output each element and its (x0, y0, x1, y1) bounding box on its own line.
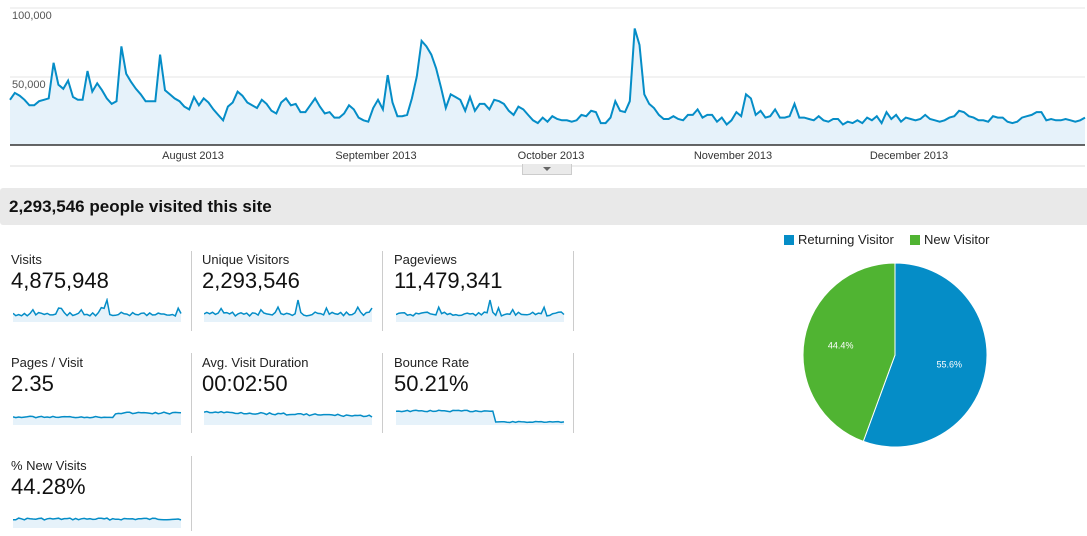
metric-value: 50.21% (394, 371, 469, 396)
pie-label-returning: 55.6% (937, 360, 963, 370)
tile-divider (191, 353, 192, 433)
visits-timeline-chart[interactable]: 100,000 50,000 August 2013 September 201… (0, 0, 1087, 180)
tile-divider (573, 251, 574, 331)
sparkline-line (13, 517, 182, 521)
sparkline-line (204, 410, 373, 418)
metric-value: 2.35 (11, 371, 54, 396)
tile-divider (191, 456, 192, 531)
bounce-rate-sparkline (396, 409, 565, 425)
metric-tile-pageviews[interactable]: Pageviews 11,479,341 (394, 252, 574, 330)
sparkline-line (13, 411, 182, 419)
legend-label: New Visitor (924, 232, 990, 247)
sparkline-area (204, 411, 372, 425)
metric-label: % New Visits (11, 458, 87, 473)
pages-per-visit-sparkline (13, 411, 182, 425)
legend-returning-visitor[interactable]: Returning Visitor (784, 232, 894, 247)
sparkline-area (396, 410, 564, 425)
sparkline-line (204, 299, 373, 317)
x-tick-november: November 2013 (694, 150, 772, 162)
sparkline-area (396, 300, 564, 322)
metric-tile-avg-visit-duration[interactable]: Avg. Visit Duration 00:02:50 (202, 355, 382, 433)
metric-label: Bounce Rate (394, 355, 470, 370)
metric-value: 4,875,948 (11, 268, 109, 293)
x-tick-october: October 2013 (518, 150, 585, 162)
visits-sparkline (13, 298, 182, 322)
y-tick-100k: 100,000 (12, 10, 52, 22)
sparkline-area (13, 518, 181, 528)
metric-label: Visits (11, 252, 42, 267)
x-tick-december: December 2013 (870, 150, 948, 162)
metric-value: 2,293,546 (202, 268, 300, 293)
sparkline-area (13, 300, 181, 322)
metric-tile-pages-per-visit[interactable]: Pages / Visit 2.35 (11, 355, 191, 433)
sparkline-line (396, 299, 565, 317)
pie-slice-new-visitor[interactable] (802, 262, 896, 443)
x-tick-september: September 2013 (335, 150, 416, 162)
metric-tile-unique-visitors[interactable]: Unique Visitors 2,293,546 (202, 252, 382, 330)
pageviews-sparkline (396, 299, 565, 322)
timeline-area (10, 28, 1085, 145)
metric-value: 11,479,341 (394, 268, 503, 293)
unique-visitors-sparkline (204, 299, 373, 322)
pie-slice-returning-visitor[interactable] (862, 262, 988, 448)
new-visits-sparkline (13, 517, 182, 528)
audience-headline: 2,293,546 people visited this site (0, 188, 1087, 225)
metric-label: Pageviews (394, 252, 457, 267)
metric-value: 00:02:50 (202, 371, 288, 396)
metric-value: 44.28% (11, 474, 86, 499)
metric-label: Pages / Visit (11, 355, 84, 370)
sparkline-line (396, 409, 565, 424)
tile-divider (382, 251, 383, 331)
legend-label: Returning Visitor (798, 232, 894, 247)
sparkline-area (204, 300, 372, 322)
y-tick-50k: 50,000 (12, 79, 46, 91)
legend-swatch-new (910, 235, 920, 245)
pie-label-new: 44.4% (828, 340, 854, 350)
timeline-line (9, 28, 1086, 126)
metric-tile-visits[interactable]: Visits 4,875,948 (11, 252, 191, 330)
sparkline-area (13, 412, 181, 425)
metric-tile-new-visits[interactable]: % New Visits 44.28% (11, 458, 191, 536)
tile-divider (382, 353, 383, 433)
chart-collapse-toggle[interactable] (522, 164, 572, 175)
avg-visit-duration-sparkline (204, 410, 373, 425)
visitor-type-pie-chart[interactable]: 55.6% 44.4% (790, 255, 1000, 455)
tile-divider (191, 251, 192, 331)
legend-new-visitor[interactable]: New Visitor (910, 232, 990, 247)
metric-label: Avg. Visit Duration (202, 355, 309, 370)
metric-tile-bounce-rate[interactable]: Bounce Rate 50.21% (394, 355, 574, 433)
legend-swatch-returning (784, 235, 794, 245)
x-tick-august: August 2013 (162, 150, 224, 162)
tile-divider (573, 353, 574, 433)
sparkline-line (13, 298, 182, 317)
metric-label: Unique Visitors (202, 252, 290, 267)
